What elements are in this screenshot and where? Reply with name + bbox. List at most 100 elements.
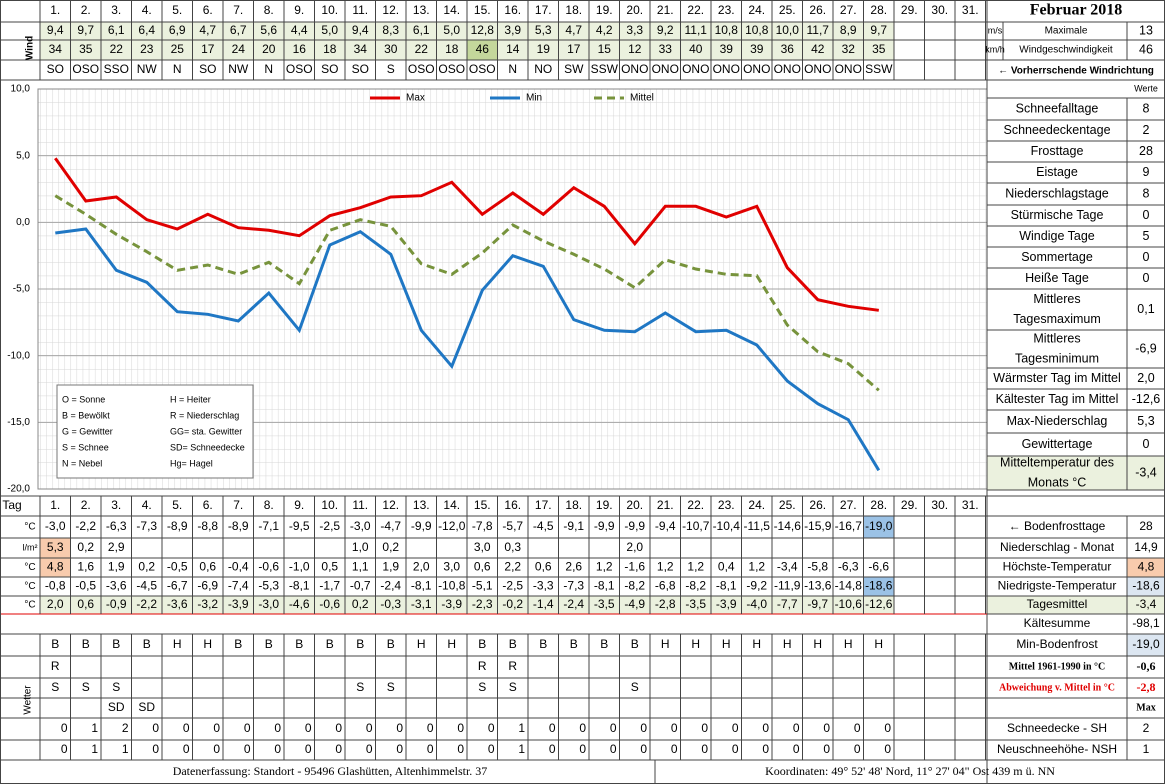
day-header: 6. — [203, 498, 213, 512]
summary-label: Niedrigste-Temperatur — [998, 579, 1117, 593]
wind-ms: 10,8 — [745, 23, 769, 37]
temperature: -6,7 — [167, 579, 188, 593]
snow-depth: 0 — [396, 721, 403, 735]
wind-ms: 5,3 — [535, 23, 552, 37]
temperature: -4,0 — [746, 597, 767, 611]
y-tick-label: -20,0 — [7, 484, 30, 495]
wind-kmh: 39 — [720, 42, 734, 56]
temperature: -0,9 — [106, 597, 127, 611]
temperature: -7,4 — [228, 579, 249, 593]
stat-label: Tagesmaximum — [1013, 312, 1101, 326]
niederschlag: 0,2 — [382, 540, 399, 554]
key-entry: G = Gewitter — [62, 426, 113, 436]
wind-max-label: Maximale — [1045, 26, 1088, 37]
wind-kmh: 36 — [781, 42, 795, 56]
temperature: -1,6 — [624, 560, 645, 574]
temperature: -8,1 — [289, 579, 310, 593]
day-header: 25. — [779, 3, 796, 17]
wind-max-value: 13 — [1139, 23, 1153, 37]
stat-label: Mittleres — [1033, 331, 1080, 345]
footer-left: Datenerfassung: Standort - 95496 Glashüt… — [173, 764, 488, 778]
temperature: -3,9 — [716, 597, 737, 611]
new-snow: 0 — [610, 742, 617, 756]
snow-depth: 0 — [854, 721, 861, 735]
temperature: 1,2 — [748, 560, 765, 574]
day-header: 17. — [535, 498, 552, 512]
series-line — [54, 194, 880, 392]
row-unit: l/m² — [23, 542, 38, 552]
bodenfrost: -8,9 — [167, 519, 188, 533]
wetter: H — [783, 637, 792, 651]
snow-depth: 0 — [488, 721, 495, 735]
wind-ms: 6,1 — [413, 23, 430, 37]
wind-dir: OSO — [438, 62, 465, 76]
temperature: -7,7 — [777, 597, 798, 611]
temperature: -14,8 — [835, 579, 863, 593]
day-header: 14. — [443, 498, 460, 512]
wind-ms: 6,9 — [169, 23, 186, 37]
temperature: -18,6 — [865, 579, 893, 593]
bodenfrost: -15,9 — [804, 519, 832, 533]
temperature: 2,0 — [47, 597, 64, 611]
row-unit: °C — [24, 581, 35, 592]
stat-value: 2,0 — [1137, 371, 1154, 385]
wetter: B — [570, 637, 578, 651]
temperature: -11,9 — [774, 579, 801, 593]
wetter: B — [478, 637, 486, 651]
summary-value: -0,6 — [1137, 659, 1156, 673]
wind-ms: 4,7 — [199, 23, 216, 37]
temperature: -1,4 — [533, 597, 554, 611]
bodenfrost: -9,9 — [624, 519, 645, 533]
day-header: 30. — [931, 3, 948, 17]
temperature: 0,5 — [321, 560, 338, 574]
day-header: 28. — [870, 498, 887, 512]
wind-ms: 12,8 — [471, 23, 495, 37]
wind-max-value: 46 — [1139, 42, 1153, 56]
stat-label: Mitteltemperatur des — [1000, 455, 1114, 469]
wetter: S — [387, 680, 395, 694]
snow-depth: 0 — [823, 721, 830, 735]
temperature: -4,9 — [624, 597, 645, 611]
wind-kmh: 33 — [659, 42, 673, 56]
wind-kmh: 42 — [811, 42, 825, 56]
wetter: H — [874, 637, 883, 651]
new-snow: 0 — [732, 742, 739, 756]
day-header: 15. — [474, 3, 491, 17]
day-header: 4. — [142, 3, 152, 17]
snow-depth: 0 — [732, 721, 739, 735]
cell-fill — [40, 538, 71, 558]
bodenfrost: -12,0 — [438, 519, 466, 533]
wind-kmh: 34 — [49, 42, 63, 56]
day-header: 26. — [809, 498, 826, 512]
unit: km/h — [985, 44, 1005, 54]
wind-ms: 4,2 — [596, 23, 613, 37]
wind-ms: 3,3 — [626, 23, 643, 37]
snow-depth: 0 — [335, 721, 342, 735]
summary-label: Min-Bodenfrost — [1016, 637, 1098, 651]
new-snow: 0 — [396, 742, 403, 756]
temperature: 0,6 — [474, 560, 491, 574]
wind-dir: ONO — [804, 62, 831, 76]
wind-kmh: 30 — [384, 42, 398, 56]
day-header: 27. — [840, 498, 857, 512]
wetter: B — [631, 637, 639, 651]
stat-label: Schneedeckentage — [1003, 123, 1110, 137]
wetter: B — [509, 637, 517, 651]
summary-label: Kältesumme — [1024, 616, 1091, 630]
day-header: 2. — [81, 3, 91, 17]
temperature: -0,6 — [319, 597, 340, 611]
niederschlag: 2,9 — [108, 540, 125, 554]
wind-ms: 4,4 — [291, 23, 308, 37]
snow-depth: 0 — [305, 721, 312, 735]
cell-fill — [1127, 577, 1165, 596]
title: Februar 2018 — [1030, 2, 1123, 19]
key-entry: Hg= Hagel — [170, 458, 213, 468]
key-entry: B = Bewölkt — [62, 410, 110, 420]
summary-value: 28 — [1139, 519, 1153, 533]
temperature: -0,7 — [350, 579, 371, 593]
temperature: -5,8 — [807, 560, 828, 574]
summary-label: Neuschneehöhe- NSH — [997, 742, 1117, 756]
wind-dir: ONO — [682, 62, 709, 76]
bodenfrost: -9,5 — [289, 519, 310, 533]
summary-value: -3,4 — [1136, 597, 1157, 611]
